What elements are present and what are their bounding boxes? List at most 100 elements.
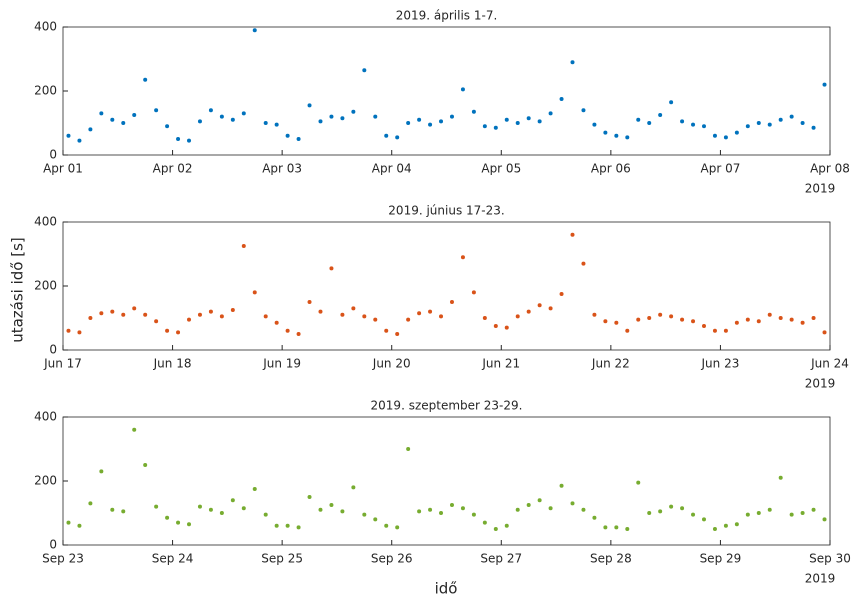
point	[701, 124, 706, 129]
x-axis-label: idő	[435, 580, 458, 598]
point	[614, 525, 619, 530]
point	[636, 480, 641, 485]
point	[614, 133, 619, 138]
point	[66, 328, 71, 333]
point	[712, 328, 717, 333]
point	[77, 138, 82, 143]
point	[307, 495, 312, 499]
x-tick-label: Jun 20	[372, 357, 411, 371]
point	[493, 527, 498, 531]
x-tick-label: Sep 29	[700, 552, 742, 566]
point	[789, 317, 794, 322]
point	[208, 108, 213, 113]
point	[274, 320, 279, 325]
point	[219, 511, 224, 515]
point	[811, 507, 816, 512]
point	[208, 309, 213, 314]
point	[143, 77, 148, 82]
point	[548, 506, 553, 511]
point	[691, 122, 696, 127]
point	[395, 332, 400, 336]
point	[439, 119, 444, 124]
point	[669, 504, 674, 509]
point	[296, 525, 301, 530]
point	[428, 309, 433, 314]
point	[362, 68, 367, 73]
y-tick-label: 400	[34, 215, 57, 229]
y-axis-label: utazási idő [s]	[9, 237, 27, 343]
point	[745, 512, 750, 517]
point	[187, 522, 192, 527]
x-tick-label: Jun 17	[43, 357, 82, 371]
point	[176, 330, 181, 335]
x-tick-label: Jun 19	[262, 357, 301, 371]
point	[515, 507, 520, 512]
point	[636, 317, 641, 322]
point	[614, 320, 619, 325]
point	[526, 116, 531, 121]
point	[734, 130, 739, 135]
point	[99, 469, 104, 474]
point	[701, 324, 706, 328]
point	[811, 316, 816, 320]
point	[362, 314, 367, 319]
point	[756, 319, 761, 324]
point	[351, 306, 356, 311]
point	[351, 485, 356, 490]
point	[767, 122, 772, 127]
x-tick-label: Apr 01	[43, 162, 83, 176]
point	[723, 328, 728, 333]
point	[723, 523, 728, 528]
point	[471, 290, 476, 295]
point	[603, 130, 608, 135]
point	[658, 113, 663, 117]
point	[526, 309, 531, 314]
point	[537, 119, 542, 124]
point	[592, 122, 597, 127]
axes-frame	[62, 416, 831, 546]
point	[800, 511, 805, 515]
point	[187, 138, 192, 143]
point	[241, 111, 246, 116]
y-tick-label: 0	[49, 148, 57, 162]
point	[187, 317, 192, 322]
point	[592, 312, 597, 317]
point	[329, 114, 334, 119]
x-tick-label: Apr 06	[591, 162, 631, 176]
point	[482, 316, 487, 320]
x-tick-label: Sep 27	[480, 552, 522, 566]
point	[647, 121, 652, 125]
x-tick-label: Jun 21	[481, 357, 520, 371]
x-tick-label: Jun 23	[701, 357, 740, 371]
point	[439, 314, 444, 319]
chart-title: 2019. június 17-23.	[388, 204, 504, 218]
x-tick-label: Apr 08	[810, 162, 850, 176]
point	[121, 509, 126, 514]
point	[274, 122, 279, 127]
point	[449, 503, 454, 507]
point	[680, 317, 685, 322]
point	[395, 525, 400, 530]
point	[263, 121, 268, 125]
point	[789, 114, 794, 119]
point	[734, 320, 739, 325]
point	[384, 328, 389, 333]
point	[318, 507, 323, 512]
point	[230, 117, 235, 122]
x-tick-label: Jun 18	[153, 357, 192, 371]
y-tick-label: 200	[34, 474, 57, 488]
point	[329, 503, 334, 507]
point	[504, 117, 509, 122]
point	[822, 330, 827, 335]
point	[285, 523, 290, 528]
point	[318, 119, 323, 124]
point	[384, 523, 389, 528]
point	[99, 311, 104, 316]
point	[208, 507, 213, 512]
point	[515, 121, 520, 125]
year-label: 2019	[805, 572, 836, 586]
point	[658, 509, 663, 514]
point	[307, 300, 312, 304]
point	[460, 506, 465, 511]
